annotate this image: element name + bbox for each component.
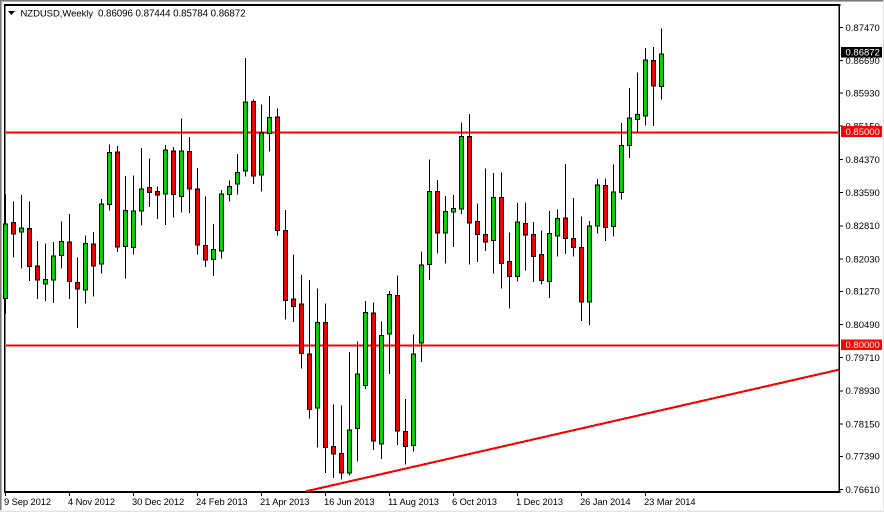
svg-text:0.85930: 0.85930: [846, 88, 880, 99]
svg-text:0.84370: 0.84370: [846, 155, 880, 166]
svg-text:26 Jan 2014: 26 Jan 2014: [580, 496, 631, 507]
svg-text:0.86690: 0.86690: [846, 56, 880, 67]
svg-text:0.80490: 0.80490: [846, 320, 880, 331]
svg-text:0.82030: 0.82030: [846, 254, 880, 265]
svg-text:0.77390: 0.77390: [846, 452, 880, 463]
svg-text:0.83590: 0.83590: [846, 188, 880, 199]
svg-text:0.82810: 0.82810: [846, 221, 880, 232]
svg-text:1 Dec 2013: 1 Dec 2013: [516, 496, 563, 507]
svg-text:0.86872: 0.86872: [846, 48, 880, 59]
svg-text:0.78150: 0.78150: [846, 419, 880, 430]
svg-text:23 Mar 2014: 23 Mar 2014: [644, 496, 696, 507]
svg-text:21 Apr 2013: 21 Apr 2013: [260, 496, 309, 507]
svg-text:11 Aug 2013: 11 Aug 2013: [388, 496, 439, 507]
svg-text:30 Dec 2012: 30 Dec 2012: [132, 496, 184, 507]
svg-text:0.76610: 0.76610: [846, 485, 880, 496]
svg-text:0.80000: 0.80000: [846, 340, 880, 351]
svg-text:9 Sep 2012: 9 Sep 2012: [4, 496, 51, 507]
svg-text:0.85000: 0.85000: [846, 127, 880, 138]
svg-text:NZDUSD,Weekly: NZDUSD,Weekly: [21, 9, 94, 20]
svg-text:4 Nov 2012: 4 Nov 2012: [68, 496, 115, 507]
svg-text:0.87470: 0.87470: [846, 23, 880, 34]
svg-text:0.78930: 0.78930: [846, 386, 880, 397]
svg-text:0.81270: 0.81270: [846, 287, 880, 298]
svg-text:16 Jun 2013: 16 Jun 2013: [324, 496, 375, 507]
svg-text:0.79710: 0.79710: [846, 353, 880, 364]
svg-text:24 Feb 2013: 24 Feb 2013: [196, 496, 248, 507]
svg-text:0.86096 0.87444 0.85784 0.8687: 0.86096 0.87444 0.85784 0.86872: [98, 9, 246, 20]
svg-text:6 Oct 2013: 6 Oct 2013: [452, 496, 497, 507]
